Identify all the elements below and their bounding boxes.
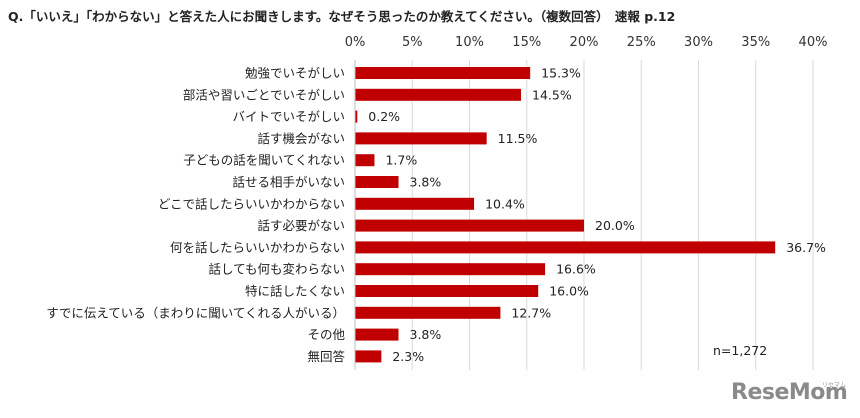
value-label: 11.5%: [498, 131, 538, 146]
value-label: 3.8%: [410, 327, 442, 342]
category-label: すでに伝えている（まわりに聞いてくれる人がいる）: [46, 305, 345, 320]
category-label: 子どもの話を聞いてくれない: [183, 153, 345, 168]
value-label: 0.2%: [368, 109, 400, 124]
category-label: 話せる相手がいない: [232, 175, 345, 190]
bar: [355, 328, 399, 341]
category-label: 勉強でいそがしい: [245, 66, 345, 81]
category-label: その他: [307, 327, 345, 342]
x-tick-label: 35%: [741, 35, 770, 50]
x-tick-label: 20%: [570, 35, 599, 50]
category-label: バイトでいそがしい: [232, 109, 345, 124]
value-label: 2.3%: [392, 349, 424, 364]
resemom-logo-sub: リセマム: [822, 382, 847, 389]
bar: [355, 197, 475, 210]
bar: [355, 67, 531, 79]
bar: [355, 241, 776, 254]
bar: [355, 132, 487, 145]
value-label: 15.3%: [541, 66, 581, 81]
bar: [355, 176, 399, 188]
sample-size-annotation: n=1,272: [713, 343, 768, 358]
category-label: 何を話したらいいかわからない: [170, 240, 345, 255]
bar: [355, 350, 382, 363]
bar: [355, 154, 375, 167]
category-label: 特に話したくない: [245, 284, 345, 299]
category-label: 話す機会がない: [257, 131, 345, 146]
bar: [355, 263, 546, 276]
bar: [355, 110, 358, 123]
value-label: 10.4%: [485, 196, 525, 211]
x-tick-label: 5%: [402, 35, 423, 50]
chart-question-title: Q.「いいえ」「わからない」と答えた人にお聞きします。なぜそう思ったのか教えてく…: [8, 9, 676, 24]
x-tick-label: 10%: [455, 35, 484, 50]
value-label: 16.0%: [549, 284, 589, 299]
x-tick-label: 40%: [799, 35, 828, 50]
bar: [355, 88, 522, 101]
category-label: 話しても何も変わらない: [208, 262, 345, 277]
value-label: 1.7%: [385, 153, 417, 168]
value-label: 3.8%: [410, 175, 442, 190]
x-tick-label: 15%: [512, 35, 541, 50]
category-label: 話す必要がない: [257, 218, 345, 233]
value-label: 12.7%: [511, 305, 551, 320]
bar: [355, 285, 539, 297]
category-label: 無回答: [307, 349, 345, 364]
resemom-logo: ReseMom: [731, 380, 848, 405]
bar: [355, 219, 584, 232]
category-label: どこで話したらいいかわからない: [158, 196, 345, 211]
x-tick-label: 30%: [684, 35, 713, 50]
value-label: 14.5%: [532, 87, 572, 102]
bar: [355, 306, 501, 319]
category-label: 部活や習いごとでいそがしい: [183, 87, 345, 102]
x-tick-label: 25%: [627, 35, 656, 50]
x-tick-label: 0%: [345, 35, 366, 50]
value-label: 16.6%: [556, 262, 596, 277]
value-label: 36.7%: [786, 240, 826, 255]
value-label: 20.0%: [595, 218, 635, 233]
